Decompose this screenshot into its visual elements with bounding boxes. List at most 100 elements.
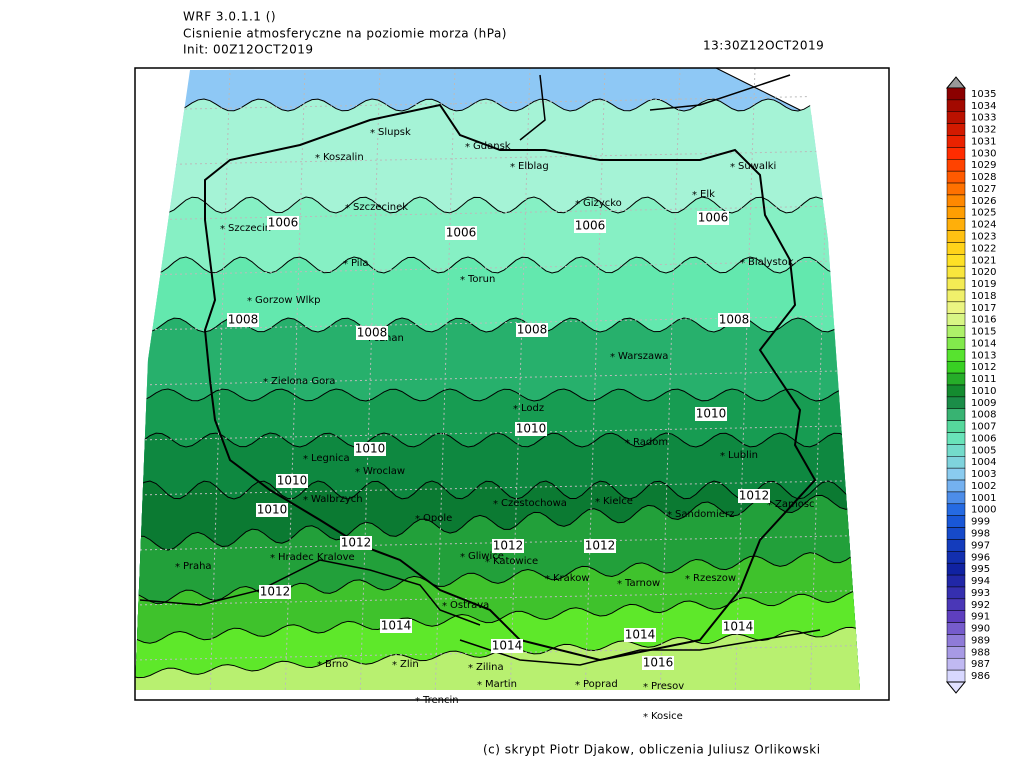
city-marker: *	[610, 352, 615, 363]
colorbar-cell	[946, 206, 966, 219]
city-marker: *	[220, 224, 225, 235]
colorbar-label: 994	[971, 576, 990, 587]
city-marker: *	[303, 495, 308, 506]
city-label: Zielona Gora	[271, 376, 335, 387]
colorbar-cell	[946, 147, 966, 160]
city-marker: *	[317, 660, 322, 671]
city-label: Lodz	[521, 403, 544, 414]
city-marker: *	[740, 258, 745, 269]
contour-label: 1010	[516, 422, 547, 436]
graticule	[135, 644, 860, 661]
colorbar-cell	[946, 349, 966, 362]
city-label: Praha	[183, 561, 212, 572]
city-label: Opole	[423, 513, 452, 524]
city-marker: *	[685, 574, 690, 585]
colorbar-cell	[946, 574, 966, 588]
colorbar-label: 1001	[971, 493, 996, 504]
colorbar-label: 1025	[971, 208, 996, 219]
city-label: Gorzow Wlkp	[255, 295, 321, 306]
city-marker: *	[468, 663, 473, 674]
city-marker: *	[643, 712, 648, 723]
graticule	[734, 67, 756, 690]
colorbar-cell	[946, 527, 966, 540]
city-marker: *	[315, 153, 320, 164]
contour-label: 1014	[492, 639, 523, 653]
contour-label: 1012	[260, 585, 291, 599]
colorbar-cell	[946, 432, 966, 445]
colorbar-label: 987	[971, 659, 990, 670]
colorbar-label: 1028	[971, 172, 996, 183]
city-label: Pila	[351, 258, 369, 269]
city-marker: *	[415, 696, 420, 707]
graticule	[135, 424, 860, 441]
contour-label-box	[738, 489, 770, 503]
colorbar-label: 1027	[971, 184, 996, 195]
graticule	[659, 67, 681, 690]
contour-label-box	[624, 628, 656, 642]
colorbar-cell	[946, 194, 966, 208]
graticule	[584, 67, 606, 690]
contour-label-box	[267, 216, 299, 230]
city-marker: *	[667, 510, 672, 521]
contour-label-box	[491, 639, 523, 653]
city-marker: *	[343, 259, 348, 270]
colorbar-label: 986	[971, 671, 990, 682]
contour-label: 1014	[625, 628, 656, 642]
contour-label-box	[642, 656, 674, 670]
colorbar-label: 1013	[971, 350, 996, 361]
graticule	[359, 67, 381, 690]
colorbar-label: 1023	[971, 232, 996, 243]
city-label: Lublin	[728, 450, 758, 461]
contour-label: 1008	[228, 313, 259, 327]
colorbar-label: 1007	[971, 422, 996, 433]
colorbar-cell	[946, 669, 966, 683]
colorbar-label: 999	[971, 517, 990, 528]
city-label: Gliwice	[468, 551, 504, 562]
graticule	[135, 259, 860, 276]
city-marker: *	[303, 454, 308, 465]
contour-label: 1006	[575, 219, 606, 233]
city-label: Elblag	[518, 161, 549, 172]
colorbar-label: 1002	[971, 481, 996, 492]
colorbar-cell	[946, 610, 966, 623]
city-label: Sandomierz	[675, 509, 734, 520]
city-marker: *	[477, 680, 482, 691]
contour-label: 1006	[698, 211, 729, 225]
colorbar-arrow-top	[945, 76, 967, 89]
contour-label: 1010	[277, 474, 308, 488]
city-label: Suwalki	[738, 161, 776, 172]
colorbar-cell	[946, 456, 966, 469]
colorbar-label: 1003	[971, 469, 996, 480]
contour-label: 1008	[517, 323, 548, 337]
contour-label: 1012	[585, 539, 616, 553]
city-label: Elk	[700, 189, 715, 200]
city-marker: *	[460, 275, 465, 286]
city-label: Presov	[651, 681, 684, 692]
colorbar-cell	[946, 170, 966, 184]
graticule	[135, 479, 860, 496]
colorbar-label: 1018	[971, 291, 996, 302]
city-label: Tarnow	[624, 578, 660, 589]
colorbar-label: 1009	[971, 398, 996, 409]
city-label: Krakow	[553, 573, 590, 584]
city-marker: *	[465, 142, 470, 153]
city-marker: *	[575, 680, 580, 691]
city-label: Szczecinek	[353, 202, 408, 213]
city-marker: *	[493, 499, 498, 510]
colorbar-label: 993	[971, 588, 990, 599]
city-label: Hradec Kralove	[278, 552, 355, 563]
city-label: Bialystok	[748, 257, 794, 268]
colorbar-label: 1034	[971, 101, 996, 112]
colorbar-label: 1000	[971, 505, 996, 516]
city-label: Zilina	[476, 662, 504, 673]
city-label: Torun	[467, 274, 495, 285]
colorbar-label: 1026	[971, 196, 996, 207]
contour-label: 1014	[723, 620, 754, 634]
city-label: Radom	[633, 437, 668, 448]
colorbar-cell	[946, 360, 966, 374]
borders	[139, 74, 821, 666]
colorbar-label: 998	[971, 529, 990, 540]
city-marker: *	[485, 557, 490, 568]
contour-label: 1010	[696, 407, 727, 421]
colorbar-cell	[946, 539, 966, 552]
